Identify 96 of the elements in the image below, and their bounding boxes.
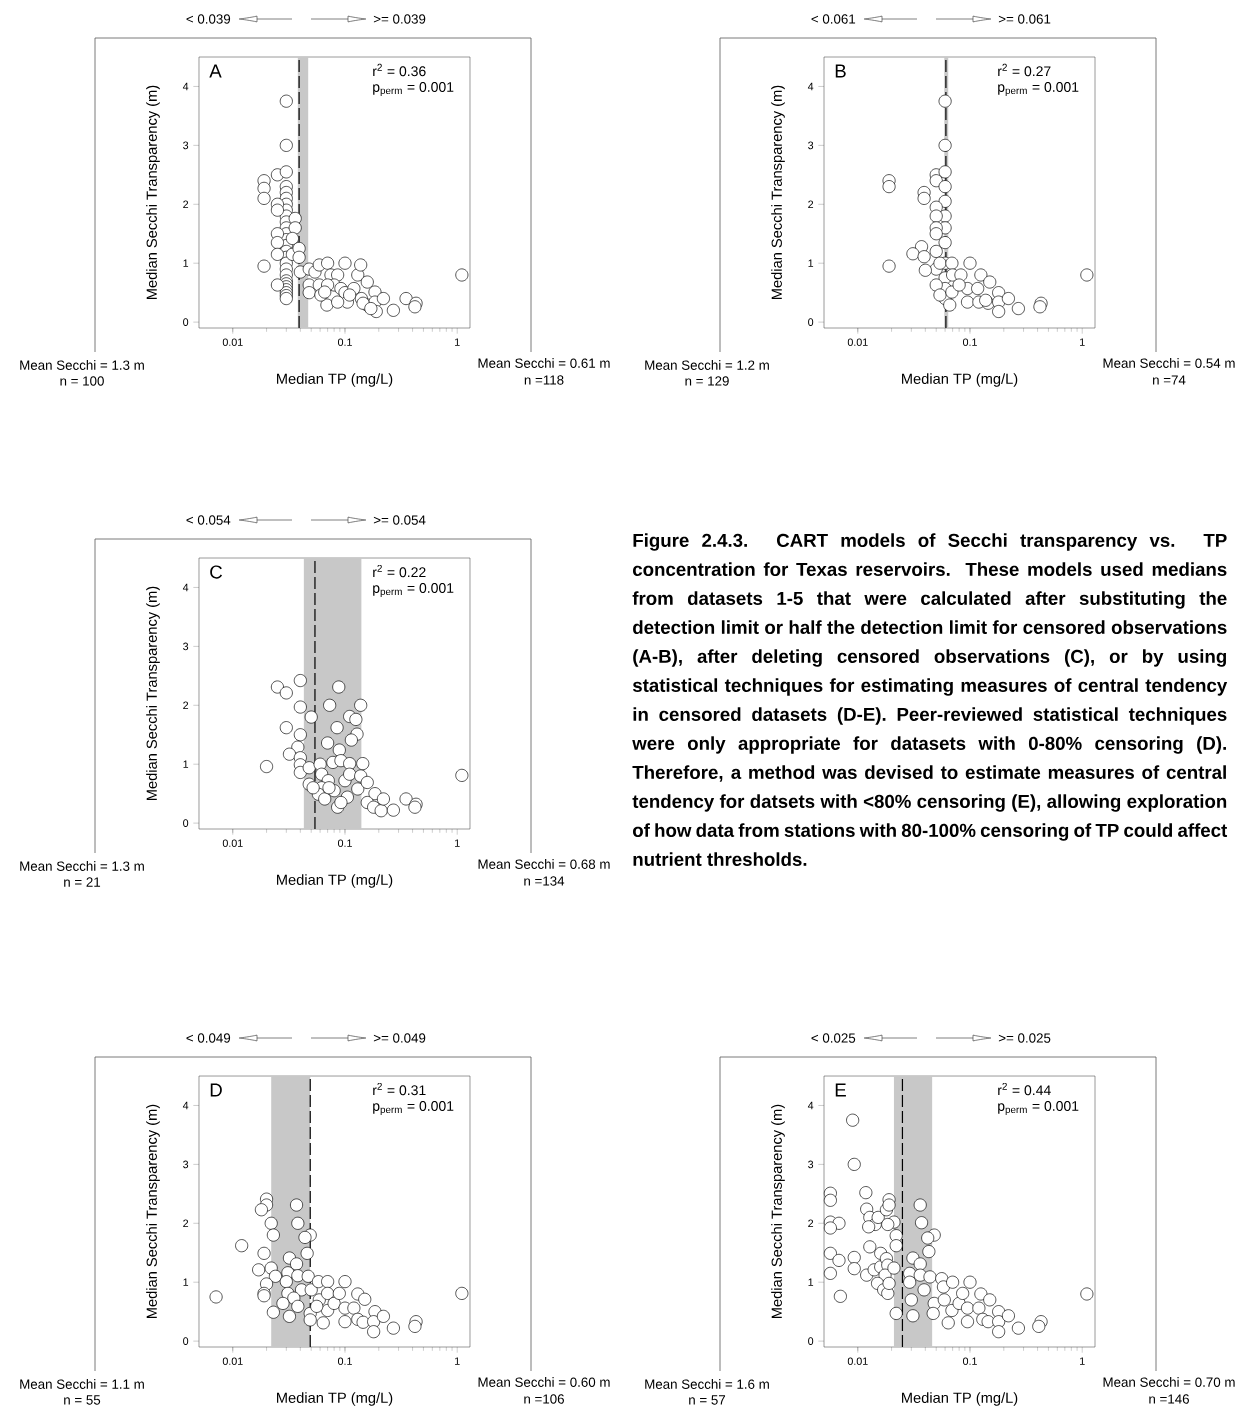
y-tick-label: 1 <box>808 259 814 267</box>
annotation: p$_{perm}$ = 0.001 <box>998 1101 1079 1116</box>
text: n =134 <box>524 876 565 886</box>
y-tick-label: 3 <box>183 1160 189 1169</box>
x-axis-title: Median TP (mg/L) <box>902 1392 1018 1406</box>
x-tick-label: 0.01 <box>847 1357 868 1365</box>
text: Mean Secchi = 1.1 m <box>20 1379 144 1389</box>
y-tick-label: 4 <box>807 82 814 91</box>
text: >= 0.025 <box>998 1033 1051 1043</box>
text: n =106 <box>524 1394 564 1404</box>
text: Mean Secchi = 0.61 m <box>478 358 610 368</box>
x-tick-label: 1 <box>455 1357 460 1365</box>
text: >= 0.061 <box>998 14 1051 24</box>
text: Mean Secchi = 0.60 m <box>478 1377 610 1387</box>
x-tick-label: 1 <box>455 839 460 847</box>
y-tick-label: 3 <box>183 642 189 651</box>
text: n = 100 <box>60 376 104 386</box>
annotation: C <box>210 565 223 579</box>
annotation: r$^{2}$ = 0.22 <box>373 564 426 578</box>
annotation: r$^{2}$ = 0.31 <box>373 1082 426 1096</box>
annotation: p$_{perm}$ = 0.001 <box>373 583 454 597</box>
x-axis-title: Median TP (mg/L) <box>902 373 1018 387</box>
text: Mean Secchi = 1.6 m <box>645 1379 769 1389</box>
x-tick-label: 0.01 <box>847 338 868 346</box>
y-axis-title: Median Secchi Transparency (m) <box>771 85 785 300</box>
x-tick-label: 0.1 <box>338 839 352 847</box>
x-tick-label: 0.1 <box>963 1357 977 1365</box>
y-tick-label: 3 <box>808 1160 814 1169</box>
annotation: E <box>835 1083 846 1097</box>
annotation: p$_{perm}$ = 0.001 <box>998 82 1079 96</box>
text: n =74 <box>1153 375 1186 385</box>
text: >= 0.054 <box>373 515 426 525</box>
x-tick-label: 0.1 <box>338 1357 352 1365</box>
text: Mean Secchi = 1.2 m <box>645 360 769 370</box>
y-tick-label: 1 <box>808 1278 814 1286</box>
x-tick-label: 0.1 <box>338 338 352 346</box>
text: Mean Secchi = 0.54 m <box>1103 358 1235 368</box>
y-tick-label: 2 <box>183 1219 189 1228</box>
y-axis-title: Median Secchi Transparency (m) <box>146 586 160 801</box>
x-tick-label: 0.01 <box>222 1357 243 1365</box>
text: n = 57 <box>689 1395 726 1405</box>
y-tick-label: 0 <box>183 318 189 326</box>
text: < 0.025 <box>811 1033 856 1043</box>
annotation: p$_{perm}$ = 0.001 <box>373 1101 454 1116</box>
y-tick-label: 4 <box>182 1101 189 1110</box>
text: < 0.039 <box>186 14 231 24</box>
text: Mean Secchi = 0.70 m <box>1103 1377 1235 1387</box>
annotation: D <box>210 1083 222 1097</box>
y-tick-label: 2 <box>808 200 814 209</box>
text: Figure 2.4.3. CART models of Secchi transparency vs. TP concentration for Texas reservoirs. These models used medians from datasets 1-5 that were calculated after substituting the detection limit or half the detection limit for censored observations (A-B), after deleting censored observations (C), or by using statistical techniques for estimating measures of central tendency in censored datasets (D-E). Peer-reviewed statistical techniques were only appropriate for datasets with 0-80% censoring (D). Therefore, a method was devised to estimate measures of central tendency for datsets with <80% censoring (E), allowing exploration of how data from stations with 80-100% censoring of TP could affect nutrient thresholds. <box>632 533 1228 866</box>
text: n = 55 <box>64 1395 101 1405</box>
y-tick-label: 4 <box>182 82 189 91</box>
y-tick-label: 3 <box>183 141 189 150</box>
x-tick-label: 1 <box>1080 338 1085 346</box>
text: n = 21 <box>64 877 101 887</box>
y-tick-label: 0 <box>183 819 189 827</box>
text: < 0.054 <box>186 515 231 525</box>
annotation: A <box>209 64 222 78</box>
y-tick-label: 1 <box>183 259 189 267</box>
y-axis-title: Median Secchi Transparency (m) <box>146 1104 160 1319</box>
annotation: B <box>835 64 846 78</box>
y-tick-label: 2 <box>808 1219 814 1228</box>
annotation: r$^{2}$ = 0.27 <box>998 63 1051 77</box>
y-tick-label: 2 <box>183 200 189 209</box>
text: < 0.061 <box>811 14 856 24</box>
text: < 0.049 <box>186 1033 231 1043</box>
y-tick-label: 0 <box>808 1337 814 1345</box>
y-axis-title: Median Secchi Transparency (m) <box>146 85 160 300</box>
annotation: p$_{perm}$ = 0.001 <box>373 82 454 96</box>
text: Mean Secchi = 1.3 m <box>20 861 144 871</box>
x-tick-label: 1 <box>455 338 460 346</box>
text: Mean Secchi = 0.68 m <box>478 859 610 869</box>
x-tick-label: 1 <box>1080 1357 1085 1365</box>
x-tick-label: 0.01 <box>222 338 243 346</box>
text: >= 0.049 <box>373 1033 426 1043</box>
text: n =118 <box>524 375 564 385</box>
text: n =146 <box>1149 1394 1189 1404</box>
x-tick-label: 0.01 <box>222 839 243 847</box>
text: Mean Secchi = 1.3 m <box>20 360 144 370</box>
annotation: r$^{2}$ = 0.36 <box>373 63 426 77</box>
y-tick-label: 0 <box>183 1337 189 1345</box>
y-tick-label: 1 <box>183 760 189 768</box>
y-tick-label: 0 <box>808 318 814 326</box>
x-axis-title: Median TP (mg/L) <box>277 1392 393 1406</box>
x-axis-title: Median TP (mg/L) <box>277 373 393 387</box>
y-tick-label: 3 <box>808 141 814 150</box>
y-tick-label: 1 <box>183 1278 189 1286</box>
y-axis-title: Median Secchi Transparency (m) <box>771 1104 785 1319</box>
annotation: r$^{2}$ = 0.44 <box>998 1082 1051 1096</box>
y-tick-label: 4 <box>807 1101 814 1110</box>
x-tick-label: 0.1 <box>963 338 977 346</box>
text: n = 129 <box>685 376 729 386</box>
text: >= 0.039 <box>373 14 426 24</box>
y-tick-label: 4 <box>182 583 189 592</box>
x-axis-title: Median TP (mg/L) <box>277 874 393 888</box>
y-tick-label: 2 <box>183 701 189 710</box>
